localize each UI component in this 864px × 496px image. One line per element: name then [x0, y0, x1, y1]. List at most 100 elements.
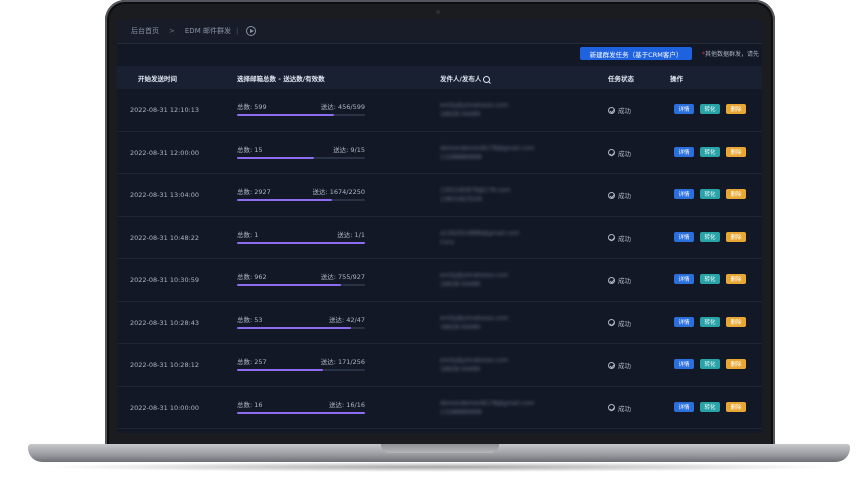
row-status: 成功	[608, 105, 631, 115]
progress-fill	[237, 284, 341, 286]
status-label: 成功	[618, 277, 631, 285]
row-reach: 送达: 42/47	[329, 315, 365, 324]
search-icon[interactable]	[483, 75, 491, 83]
row-sender: demondemon8178@gmail.com 13288889996	[440, 399, 534, 417]
progress-bar	[237, 114, 365, 116]
detail-button[interactable]: 详情	[674, 274, 694, 284]
status-label: 成功	[618, 149, 631, 158]
laptop-notch	[381, 444, 499, 453]
row-sender: emily@yimatoozo.com 18928-04490	[440, 271, 508, 289]
table-row: 2022-08-31 10:28:43 总数: 53 送达: 42/47 emily@…	[117, 302, 762, 344]
row-actions: 详情 转化 删除	[674, 316, 746, 327]
row-actions: 详情 转化 删除	[674, 401, 746, 412]
row-sender: emily@yimatoozo.com 18928-04490	[440, 314, 508, 332]
delete-button[interactable]: 删除	[726, 189, 746, 199]
row-sender: 1302185879@179.com 13831823529	[440, 186, 510, 204]
convert-button[interactable]: 转化	[700, 359, 720, 369]
delete-button[interactable]: 删除	[726, 274, 746, 284]
delete-button[interactable]: 删除	[726, 401, 746, 412]
row-time: 2022-08-31 10:28:12	[130, 361, 200, 369]
breadcrumb-home[interactable]: 后台首页	[131, 27, 159, 35]
check-circle-icon	[608, 191, 615, 199]
row-reach: 送达: 16/16	[329, 400, 365, 409]
convert-button[interactable]: 转化	[700, 189, 720, 199]
sender-phone: 13288889996	[440, 408, 482, 416]
progress-bar	[237, 369, 365, 371]
convert-button[interactable]: 转化	[700, 231, 720, 242]
play-icon[interactable]	[246, 26, 257, 36]
check-circle-icon	[608, 234, 615, 241]
new-task-button[interactable]: 新建群发任务（基于CRM客户）	[580, 47, 692, 60]
detail-button[interactable]: 详情	[674, 359, 694, 369]
status-label: 成功	[618, 404, 631, 413]
row-status: 成功	[608, 233, 631, 243]
row-time: 2022-08-31 12:10:13	[130, 106, 200, 114]
row-sender: emily@yimatoozo.com 18928-04490	[440, 356, 508, 374]
sender-email: 1302185879@179.com	[440, 187, 511, 194]
sender-phone: 13288889996	[440, 153, 482, 161]
detail-button[interactable]: 详情	[674, 146, 694, 157]
table-row: 2022-08-31 12:10:13 总数: 599 送达: 456/599 emi…	[117, 89, 762, 132]
sender-phone: 18928-04490	[440, 111, 481, 118]
row-total: 总数: 2927	[237, 188, 271, 196]
check-circle-icon	[608, 149, 615, 156]
row-actions: 详情 转化 删除	[674, 104, 746, 114]
detail-button[interactable]: 详情	[674, 104, 694, 114]
delete-button[interactable]: 删除	[726, 146, 746, 157]
row-reach: 送达: 1674/2250	[312, 188, 365, 196]
check-circle-icon	[608, 361, 615, 369]
row-time: 2022-08-31 13:04:00	[130, 191, 200, 199]
status-label: 成功	[618, 107, 631, 115]
progress-fill	[237, 369, 323, 371]
table-row: 2022-08-31 10:48:22 总数: 1 送达: 1/1 a12629148…	[117, 217, 762, 259]
header-time: 开始发送时间	[138, 75, 177, 83]
breadcrumb-current: EDM 邮件群发	[184, 27, 231, 35]
row-time: 2022-08-31 10:48:22	[130, 233, 200, 242]
progress-fill	[237, 241, 365, 244]
table-row: 2022-08-31 10:00:00 总数: 16 送达: 16/16 demond…	[117, 387, 762, 429]
progress-bar	[237, 241, 365, 244]
sender-email: emily@yimatoozo.com	[440, 272, 509, 279]
camera-icon	[436, 10, 440, 14]
table-row: 2022-08-31 13:04:00 总数: 2927 送达: 1674/2250…	[117, 174, 762, 217]
row-total: 总数: 257	[237, 358, 267, 366]
status-label: 成功	[618, 192, 631, 200]
sender-email: a1262914889@gmail.com	[440, 229, 520, 237]
convert-button[interactable]: 转化	[700, 316, 720, 327]
delete-button[interactable]: 删除	[726, 104, 746, 114]
row-actions: 详情 转化 删除	[674, 189, 746, 199]
convert-button[interactable]: 转化	[700, 146, 720, 157]
detail-button[interactable]: 详情	[674, 231, 694, 242]
row-total: 总数: 53	[237, 315, 263, 324]
row-reach: 送达: 755/927	[320, 273, 365, 281]
row-status: 成功	[608, 403, 631, 413]
row-status: 成功	[608, 190, 631, 200]
convert-button[interactable]: 转化	[700, 401, 720, 412]
convert-button[interactable]: 转化	[700, 104, 720, 114]
sender-email: emily@yimatoozo.com	[440, 102, 509, 109]
delete-button[interactable]: 删除	[726, 231, 746, 242]
row-total: 总数: 1	[237, 230, 259, 239]
header-sender: 发件人/发布人	[440, 73, 491, 83]
header-sender-label: 发件人/发布人	[440, 75, 482, 83]
delete-button[interactable]: 删除	[726, 316, 746, 327]
sender-phone: 18928-04490	[440, 281, 481, 288]
delete-button[interactable]: 删除	[726, 359, 746, 369]
table-body: 2022-08-31 12:10:13 总数: 599 送达: 456/599 emi…	[117, 89, 762, 429]
sender-email: emily@yimatoozo.com	[440, 357, 509, 364]
sender-phone: 18928-04490	[440, 366, 481, 373]
breadcrumb-divider: |	[235, 27, 239, 35]
header-totals: 选择邮箱总数 - 送达数/有效数	[237, 75, 325, 83]
detail-button[interactable]: 详情	[674, 401, 694, 412]
row-total: 总数: 962	[237, 273, 267, 281]
progress-bar	[237, 199, 365, 201]
table-header: 开始发送时间 选择邮箱总数 - 送达数/有效数 发件人/发布人 任务状态 操作	[117, 66, 762, 89]
convert-button[interactable]: 转化	[700, 274, 720, 284]
detail-button[interactable]: 详情	[674, 189, 694, 199]
detail-button[interactable]: 详情	[674, 316, 694, 327]
row-actions: 详情 转化 删除	[674, 274, 746, 284]
sender-email: demondemon8178@gmail.com	[440, 399, 535, 407]
header-status: 任务状态	[608, 75, 634, 83]
row-status: 成功	[608, 318, 631, 328]
row-time: 2022-08-31 10:28:43	[130, 318, 200, 327]
